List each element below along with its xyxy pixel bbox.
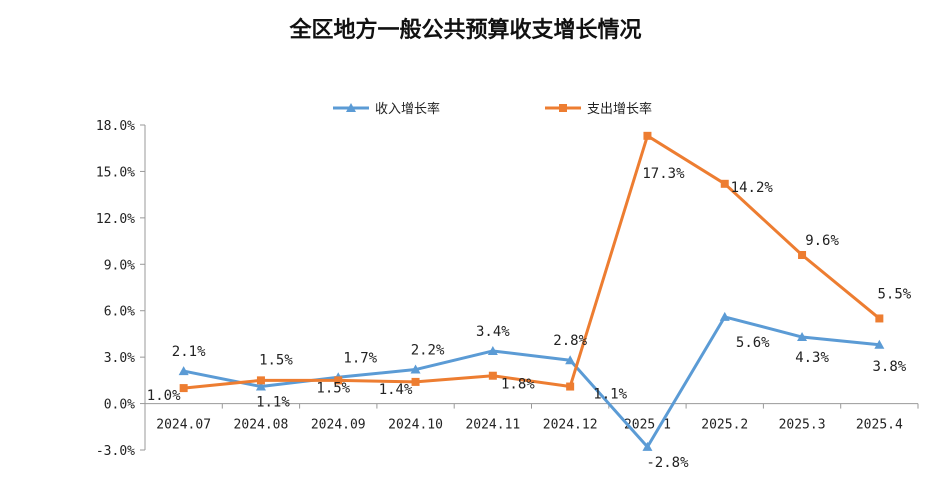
x-tick-label: 2024.12: [543, 418, 598, 433]
x-tick-label: 2025.4: [856, 418, 903, 433]
legend-marker: [346, 103, 356, 112]
data-label: 1.5%: [316, 380, 350, 396]
series-group: [178, 131, 885, 451]
y-tick-label: 3.0%: [104, 351, 135, 366]
data-point: [256, 376, 265, 385]
data-label: 1.7%: [343, 350, 377, 366]
data-point: [487, 345, 498, 355]
series-line: [183, 315, 880, 449]
data-point: [334, 376, 343, 385]
y-tick-label: 6.0%: [104, 305, 135, 320]
data-label: 1.1%: [256, 395, 290, 411]
data-point: [874, 339, 885, 349]
data-label: 1.5%: [259, 352, 293, 368]
data-point: [643, 131, 652, 140]
x-tick-label: 2025.3: [779, 418, 826, 433]
data-label: 5.6%: [736, 335, 770, 351]
data-label: 2.1%: [172, 344, 206, 360]
axes: -3.0% 0.0% 3.0% 6.0% 9.0% 12.0% 15.0% 18.0% 2024…: [96, 119, 919, 459]
data-labels: 2.1% 1.1% 1.7% 2.2% 3.4% 2.8% -2.8% 5.6% 4.3% 3.8…: [147, 166, 912, 471]
data-point: [488, 371, 497, 380]
data-label: 4.3%: [795, 350, 829, 366]
data-point: [255, 381, 266, 391]
data-label: 1.1%: [593, 387, 627, 403]
data-label: 9.6%: [805, 233, 839, 249]
data-label: 1.4%: [379, 382, 413, 398]
data-point: [178, 366, 189, 376]
chart-title: 全区地方一般公共预算收支增长情况: [289, 18, 642, 43]
data-point: [642, 441, 653, 451]
data-point: [566, 382, 575, 391]
legend-label: 收入增长率: [375, 101, 440, 117]
data-label: 2.2%: [411, 343, 445, 359]
x-tick-label: 2024.10: [388, 418, 443, 433]
x-tick-label: 2024.09: [311, 418, 366, 433]
data-point: [875, 314, 884, 323]
y-tick-label: -3.0%: [96, 444, 135, 459]
x-tick-label: 2024.08: [234, 418, 289, 433]
data-point: [719, 311, 730, 321]
x-tick-label: 2025.2: [701, 418, 748, 433]
y-tick-label: 9.0%: [104, 258, 135, 273]
data-label: 14.2%: [731, 180, 774, 196]
legend: 收入增长率 支出增长率: [333, 101, 652, 117]
data-label: 3.8%: [872, 359, 906, 375]
x-tick-label: 2024.11: [465, 418, 520, 433]
data-label: -2.8%: [646, 455, 689, 471]
legend-marker: [559, 104, 567, 112]
y-tick-label: 12.0%: [96, 212, 135, 227]
data-point: [798, 251, 807, 259]
data-label: 17.3%: [642, 166, 685, 182]
data-point: [411, 377, 420, 386]
data-label: 1.0%: [147, 388, 181, 404]
data-point: [797, 332, 808, 342]
y-tick-label: 15.0%: [96, 165, 135, 180]
y-tick-label: 18.0%: [96, 119, 135, 134]
data-label: 3.4%: [476, 324, 510, 340]
data-point: [565, 355, 576, 365]
data-label: 1.8%: [501, 377, 535, 393]
data-label: 2.8%: [553, 333, 587, 349]
legend-label: 支出增长率: [587, 101, 652, 117]
data-point: [410, 364, 421, 374]
series-line: [183, 134, 881, 390]
data-label: 5.5%: [877, 286, 911, 302]
x-tick-label: 2024.07: [156, 418, 211, 433]
y-tick-label: 0.0%: [104, 398, 135, 413]
data-point: [179, 384, 188, 393]
data-point: [720, 179, 729, 188]
